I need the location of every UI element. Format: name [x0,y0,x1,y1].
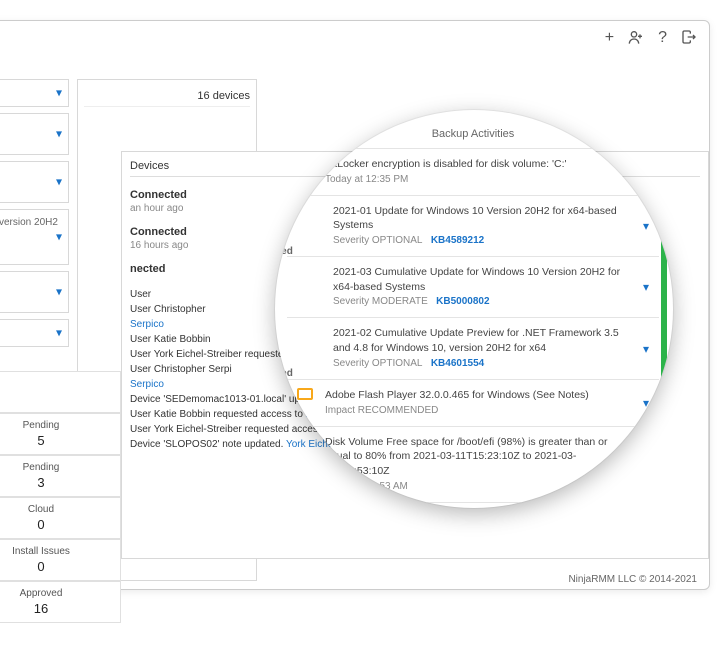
alert-list: BitLocker encryption is disabled for dis… [287,148,659,503]
add-user-icon[interactable] [628,29,644,50]
sort-by-label: ort By: [275,194,279,216]
device-count-label: 16 devices [84,86,250,107]
help-icon[interactable]: ? [658,29,667,50]
chevron-down-icon[interactable]: ▾ [56,284,62,301]
app-icon [293,388,317,400]
stat-cell: Pending5 [0,413,121,455]
warning-icon [293,157,317,171]
stat-cell: Install Issues0 [0,539,121,581]
stats-grid: Quarantined0Failed0Pending5Failed0Pendin… [0,371,121,650]
alert-card[interactable]: date Preview for .NET Framework 3.5 0, v… [0,209,69,265]
chevron-down-icon[interactable]: ▾ [643,280,649,294]
alert-card[interactable]: Update for Windows 10 Version 20H2 forKB… [0,161,69,203]
alert-list-item[interactable]: 2021-01 Update for Windows 10 Version 20… [287,196,659,257]
stat-cell: Approved16 [0,581,121,623]
alert-list-item[interactable]: Adobe Flash Player 32.0.0.465 for Window… [287,380,659,427]
chevron-down-icon[interactable]: ▾ [56,325,62,342]
add-icon[interactable]: + [605,29,614,50]
chevron-down-icon[interactable]: ▾ [56,174,62,191]
chevron-down-icon[interactable]: ▾ [643,396,649,410]
time-ago-1: 16 hours ago [275,421,280,454]
chevron-down-icon[interactable]: ▾ [56,85,62,102]
stat-cell: Cloud0 [0,497,121,539]
time-ago-0: an hour ago [275,305,279,338]
warning-icon [293,435,317,449]
logout-icon[interactable] [681,29,697,50]
status-green-bar [661,170,667,400]
alert-list-item[interactable]: BitLocker encryption is disabled for dis… [287,149,659,196]
chevron-down-icon[interactable]: ▾ [643,219,649,233]
stat-cell [0,371,121,413]
alert-card[interactable]: ace for /boot/efi (98%) is greater than … [0,319,69,347]
chevron-down-icon[interactable]: ▾ [643,165,649,179]
lens-content: Backup Activities BitLocker encryption i… [285,124,661,508]
windows-icon [297,326,321,342]
alert-card[interactable]: Windows 10 Version 20H2 for x64-basedKB4… [0,113,69,155]
windows-icon [297,204,321,220]
windows-icon [297,265,321,281]
alert-card[interactable]: is disabled for disk volume: 'C:'▾ [0,79,69,107]
tab-devices[interactable]: Devices [130,160,169,172]
top-action-bar: + ? [605,29,697,50]
alert-list-item[interactable]: 2021-03 Cumulative Update for Windows 10… [287,257,659,318]
lens-left-strip: ort By: Connected an hour ago Connected … [275,170,279,438]
chevron-down-icon[interactable]: ▾ [643,342,649,356]
chevron-down-icon[interactable]: ▾ [643,457,649,471]
lens-bottom-stats: 0 Failed 0 [287,503,659,508]
alert-list-item[interactable]: 2021-02 Cumulative Update Preview for .N… [287,318,659,379]
magnifier-lens: 16 devi ort By: Connected an hour ago Co… [275,110,673,508]
lens-tabs: Backup Activities [287,126,659,148]
chevron-down-icon[interactable]: ▾ [56,229,62,246]
alert-list-item[interactable]: Disk Volume Free space for /boot/efi (98… [287,427,659,503]
chevron-down-icon[interactable]: ▾ [56,126,62,143]
icon-cluster [275,484,282,498]
footer-text: NinjaRMM LLC © 2014-2021 [568,574,697,585]
stat-cell: Pending3 [0,455,121,497]
alert-card[interactable]: 0.0.465 for Windows (See Notes)ED▾ [0,271,69,313]
